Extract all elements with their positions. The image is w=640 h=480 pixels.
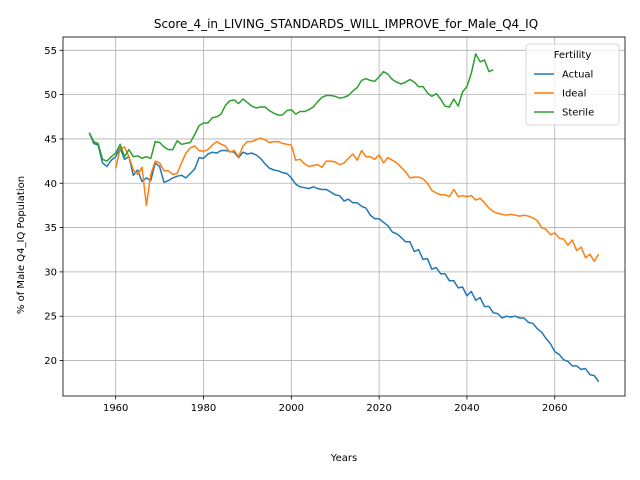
series-lines [88,53,600,383]
series-line-sterile [88,53,494,162]
grid-lines [63,37,625,396]
plot-frame [62,36,626,397]
series-line-actual [88,132,600,383]
y-tick-label: 40 [44,179,57,190]
y-tick-label: 30 [44,267,57,278]
x-axis-label: Years [330,453,357,464]
chart-title: Score_4_in_LIVING_STANDARDS_WILL_IMPROVE… [154,17,538,31]
x-axis-ticks: 1960 1980 2000 2020 2040 2060 [103,396,567,414]
y-tick-label: 55 [44,46,57,57]
x-tick-label: 2060 [542,403,567,414]
y-axis-ticks: 20 25 30 35 40 45 50 55 [44,46,63,367]
x-tick-label: 1980 [191,403,216,414]
y-tick-label: 25 [44,312,57,323]
series-line-ideal [114,137,600,263]
x-tick-label: 2000 [279,403,304,414]
x-tick-label: 1960 [103,403,128,414]
legend-label-sterile: Sterile [562,108,594,119]
x-tick-label: 2020 [366,403,391,414]
legend-label-ideal: Ideal [562,89,586,100]
legend-label-actual: Actual [562,70,593,81]
y-axis-label: % of Male Q4_IQ Population [16,176,27,314]
legend: Fertility Actual Ideal Sterile [525,43,620,126]
y-tick-label: 20 [44,356,57,367]
y-tick-label: 35 [44,223,57,234]
y-tick-label: 50 [44,90,57,101]
x-tick-label: 2040 [454,403,479,414]
legend-title: Fertility [554,50,592,61]
y-tick-label: 45 [44,134,57,145]
legend-box [525,43,620,126]
